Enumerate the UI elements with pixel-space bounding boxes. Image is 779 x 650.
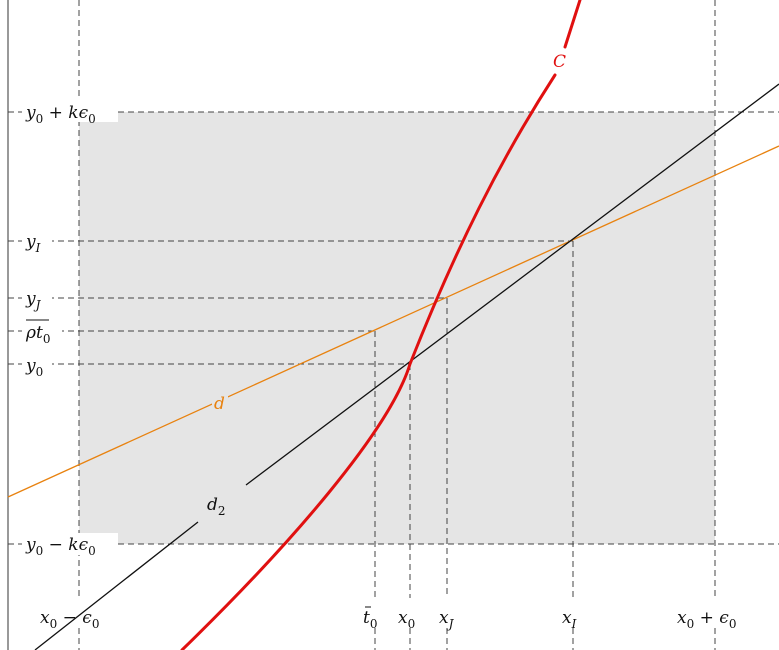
curve-c <box>180 0 582 650</box>
line-d <box>7 145 779 498</box>
line-d2 <box>34 83 779 650</box>
curve-c-label: C <box>553 52 566 72</box>
label-x-i: xI <box>562 608 577 631</box>
y-axis-labels: y0 + kϵ0 yI yJ ρt0 y0 y0 − kϵ0 <box>22 100 118 558</box>
vertical-guides <box>78 0 716 650</box>
label-x0: x0 <box>398 608 415 631</box>
label-x-j: xJ <box>439 608 455 631</box>
neighborhood-box <box>79 112 715 544</box>
line-d-label: d <box>214 394 225 414</box>
label-y0-minus-keps: y0 − kϵ0 <box>25 535 96 558</box>
line-d-label-bg <box>212 393 228 413</box>
label-y0: y0 <box>25 356 43 379</box>
line-d2-label: d2 <box>207 495 226 518</box>
label-x0-minus-eps: x0 − ϵ0 <box>40 608 99 631</box>
label-y0-plus-keps: y0 + kϵ0 <box>25 103 96 126</box>
label-y-i: yI <box>25 232 41 255</box>
horizontal-guides <box>8 111 779 545</box>
x-axis-labels: x0 − ϵ0 t0 x0 xJ xI x0 + ϵ0 <box>40 606 736 631</box>
label-t0: t0 <box>363 608 377 631</box>
label-x0-plus-eps: x0 + ϵ0 <box>677 608 736 631</box>
label-y-j: yJ <box>25 289 42 312</box>
label-rho-t0: ρt0 <box>25 323 50 346</box>
